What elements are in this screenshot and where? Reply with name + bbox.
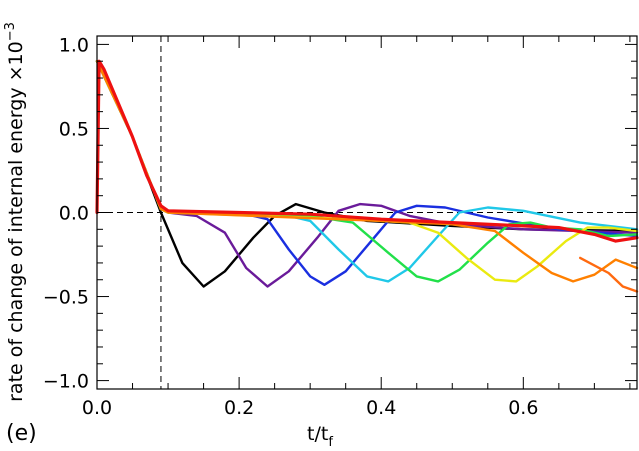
- x-tick-label: 0.6: [508, 397, 538, 419]
- y-axis-label-exponent: −3: [3, 22, 18, 41]
- x-tick-label: 0.4: [366, 397, 396, 419]
- series-line-5: [95, 60, 639, 283]
- x-axis-label: t/t: [307, 423, 328, 445]
- x-tick-label: 0.2: [224, 397, 254, 419]
- plot-area: [95, 35, 639, 390]
- x-axis-title: t/tf: [307, 423, 333, 450]
- series-line-7: [579, 256, 639, 293]
- y-tick-label: 0.0: [59, 203, 89, 225]
- y-tick-label: −0.5: [43, 287, 89, 309]
- panel-label: (e): [6, 421, 37, 446]
- y-ticks: −1.0 −0.5 0.0 0.5 1.0: [43, 34, 637, 393]
- y-tick-label: −1.0: [43, 371, 89, 393]
- y-axis-label: rate of change of internal energy ×10: [5, 41, 27, 402]
- series-line-0: [95, 60, 639, 288]
- x-ticks: 0.0 0.2 0.4 0.6: [82, 36, 631, 419]
- x-axis-label-subscript: f: [328, 435, 333, 450]
- y-axis-title: rate of change of internal energy ×10−3: [3, 22, 27, 402]
- series-line-8: [95, 59, 639, 243]
- series-line-6: [95, 60, 639, 283]
- y-tick-label: 1.0: [59, 34, 89, 56]
- y-tick-label: 0.5: [59, 118, 89, 140]
- x-tick-label: 0.0: [82, 397, 112, 419]
